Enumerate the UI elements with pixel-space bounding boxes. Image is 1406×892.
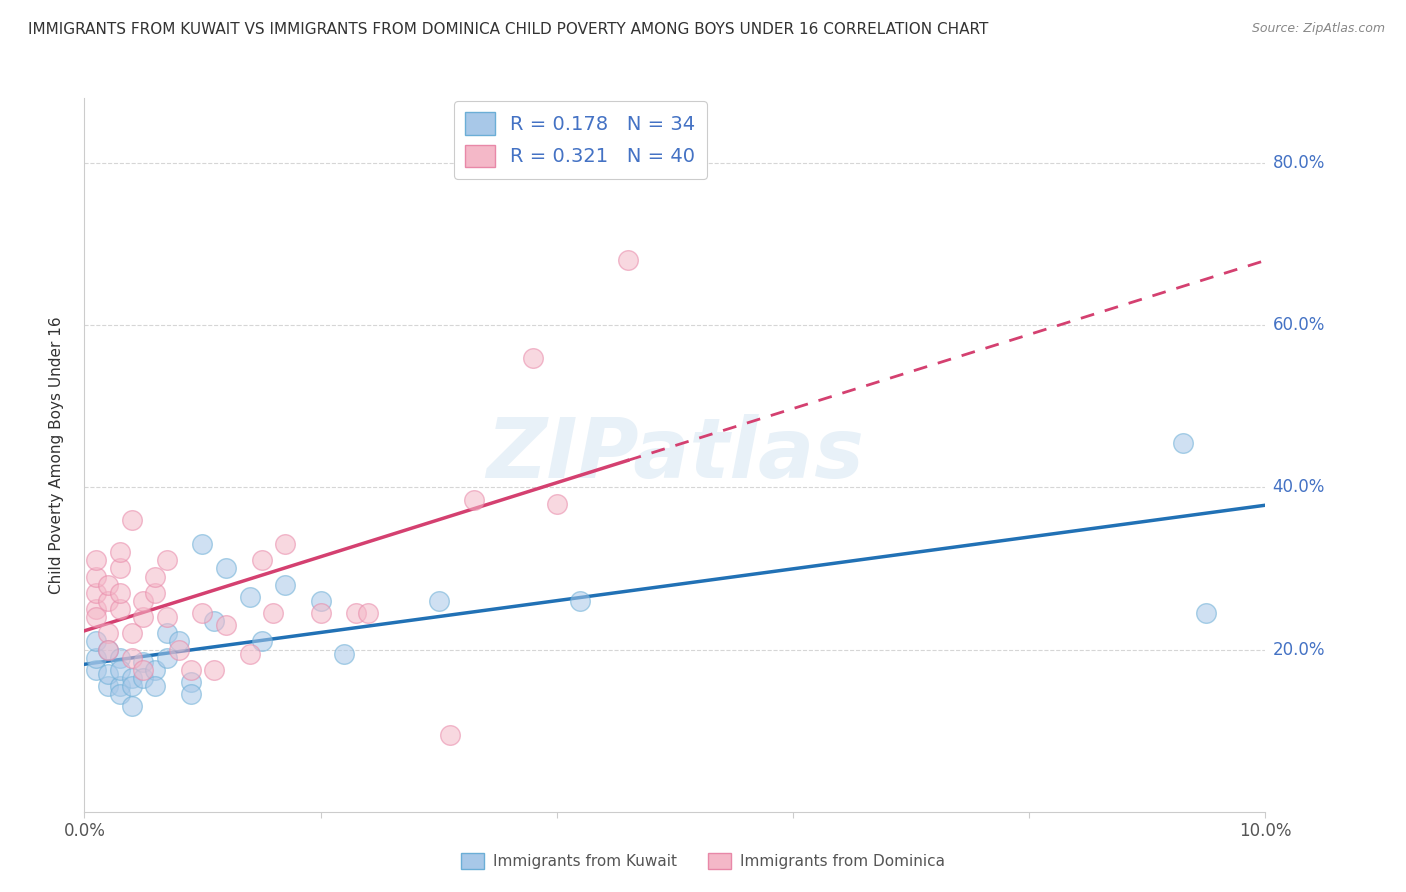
Point [108, 545, 131, 559]
Point [1195, 606, 1218, 620]
Point [309, 594, 332, 608]
Point [250, 634, 273, 648]
Point [108, 679, 131, 693]
Point [274, 537, 297, 551]
Legend: Immigrants from Kuwait, Immigrants from Dominica: Immigrants from Kuwait, Immigrants from … [456, 847, 950, 875]
Point [143, 586, 166, 600]
Point [202, 663, 225, 677]
Point [108, 687, 131, 701]
Point [108, 561, 131, 575]
Point [84, 586, 107, 600]
Y-axis label: Child Poverty Among Boys Under 16: Child Poverty Among Boys Under 16 [49, 316, 63, 594]
Point [180, 687, 202, 701]
Point [121, 650, 143, 665]
Text: 20.0%: 20.0% [1272, 640, 1324, 658]
Point [132, 594, 155, 608]
Point [121, 679, 143, 693]
Point [616, 253, 638, 268]
Point [84, 602, 107, 616]
Point [108, 586, 131, 600]
Point [274, 577, 297, 591]
Legend: R = 0.178   N = 34, R = 0.321   N = 40: R = 0.178 N = 34, R = 0.321 N = 40 [454, 101, 707, 178]
Point [333, 647, 356, 661]
Point [132, 655, 155, 669]
Point [1171, 435, 1194, 450]
Point [309, 606, 332, 620]
Point [121, 699, 143, 714]
Point [97, 642, 120, 657]
Point [143, 663, 166, 677]
Text: 40.0%: 40.0% [1272, 478, 1324, 496]
Point [156, 626, 179, 640]
Point [156, 650, 179, 665]
Text: IMMIGRANTS FROM KUWAIT VS IMMIGRANTS FROM DOMINICA CHILD POVERTY AMONG BOYS UNDE: IMMIGRANTS FROM KUWAIT VS IMMIGRANTS FRO… [28, 22, 988, 37]
Point [167, 642, 190, 657]
Point [202, 614, 225, 628]
Point [108, 650, 131, 665]
Point [463, 492, 485, 507]
Point [427, 594, 450, 608]
Point [84, 569, 107, 583]
Point [180, 675, 202, 690]
Point [215, 618, 238, 632]
Point [439, 728, 461, 742]
Point [522, 351, 544, 365]
Point [156, 610, 179, 624]
Point [191, 606, 214, 620]
Point [344, 606, 367, 620]
Point [546, 497, 568, 511]
Point [97, 577, 120, 591]
Point [84, 650, 107, 665]
Point [84, 610, 107, 624]
Point [108, 602, 131, 616]
Point [262, 606, 284, 620]
Point [121, 671, 143, 685]
Point [121, 626, 143, 640]
Point [108, 663, 131, 677]
Point [180, 663, 202, 677]
Point [132, 610, 155, 624]
Text: 80.0%: 80.0% [1272, 154, 1324, 172]
Point [143, 569, 166, 583]
Text: Source: ZipAtlas.com: Source: ZipAtlas.com [1251, 22, 1385, 36]
Point [97, 679, 120, 693]
Point [97, 626, 120, 640]
Point [143, 679, 166, 693]
Point [84, 553, 107, 567]
Point [84, 634, 107, 648]
Point [357, 606, 380, 620]
Text: 60.0%: 60.0% [1272, 316, 1324, 334]
Point [97, 594, 120, 608]
Point [215, 561, 238, 575]
Text: ZIPatlas: ZIPatlas [486, 415, 863, 495]
Point [569, 594, 592, 608]
Point [97, 666, 120, 681]
Point [97, 642, 120, 657]
Point [239, 590, 262, 604]
Point [156, 553, 179, 567]
Point [191, 537, 214, 551]
Point [121, 513, 143, 527]
Point [250, 553, 273, 567]
Point [132, 663, 155, 677]
Point [167, 634, 190, 648]
Point [84, 663, 107, 677]
Point [132, 671, 155, 685]
Point [239, 647, 262, 661]
